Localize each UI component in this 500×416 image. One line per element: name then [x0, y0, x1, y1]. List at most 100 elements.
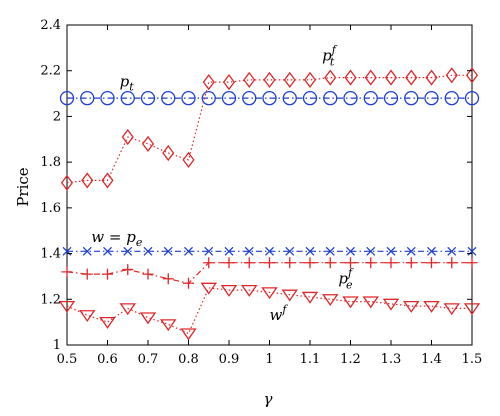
data-point-wf [180, 328, 197, 341]
series-pef [61, 257, 478, 289]
data-point-w_pe [447, 246, 457, 256]
data-point-pef [162, 273, 174, 285]
data-point-pef [81, 268, 93, 280]
data-point-pef [142, 268, 154, 280]
series-layer [58, 67, 481, 341]
data-point-ptf [60, 174, 74, 191]
data-point-w_pe [285, 246, 295, 256]
data-point-w_pe [406, 246, 416, 256]
data-point-pef [466, 257, 478, 269]
data-point-pt [140, 90, 156, 106]
data-point-w_pe [427, 246, 436, 256]
data-point-wf [423, 300, 440, 313]
data-point-pt [464, 90, 480, 106]
data-point-w_pe [204, 246, 214, 256]
data-point-wf [160, 319, 177, 332]
data-point-pt [100, 90, 115, 106]
data-point-pef [264, 257, 275, 269]
x-tick-label: 0.8 [178, 352, 199, 367]
data-point-wf [301, 291, 319, 304]
series-line-pef [66, 262, 472, 284]
data-point-pt [262, 90, 277, 106]
data-point-pt [120, 90, 135, 106]
x-axis-label: γ [264, 390, 273, 408]
y-tick-label: 2.4 [40, 18, 61, 33]
y-tick-label: 1.4 [40, 247, 61, 262]
data-point-pt [323, 90, 338, 106]
x-tick-label: 0.7 [138, 352, 159, 367]
data-point-wf [403, 300, 420, 313]
data-point-pef [183, 277, 194, 289]
x-tick-label: 1.4 [421, 352, 442, 367]
data-point-pt [80, 90, 95, 106]
data-point-pef [102, 268, 113, 280]
data-point-ptf [141, 135, 155, 152]
data-point-pef [122, 264, 134, 276]
series-line-wf [66, 287, 472, 335]
data-point-wf [322, 294, 339, 307]
data-point-pt [282, 90, 297, 106]
data-point-ptf [445, 67, 458, 84]
data-point-pt [302, 90, 318, 106]
annotation-w_pe: w = pe [91, 228, 143, 249]
data-point-ptf [384, 69, 398, 86]
data-point-w_pe [265, 246, 274, 256]
data-point-wf [463, 303, 481, 316]
data-point-pef [426, 257, 437, 269]
series-w_pe [62, 246, 477, 256]
x-tick-label: 1.1 [300, 352, 321, 367]
data-point-w_pe [346, 246, 355, 256]
x-tick-label: 1.5 [462, 352, 483, 367]
data-point-w_pe [244, 246, 254, 256]
annotation-pef: pf e [338, 266, 354, 291]
data-point-wf [200, 282, 217, 295]
data-point-w_pe [224, 246, 234, 256]
y-tick-label: 1.2 [40, 292, 61, 307]
data-point-w_pe [103, 246, 112, 256]
data-point-w_pe [143, 246, 153, 256]
data-point-wf [281, 289, 298, 302]
x-tick-label: 0.5 [57, 352, 78, 367]
data-point-w_pe [305, 246, 315, 256]
data-point-wf [79, 310, 96, 323]
data-point-w_pe [184, 246, 193, 256]
data-point-ptf [121, 128, 134, 146]
data-point-ptf [81, 172, 94, 189]
data-point-pef [223, 257, 235, 269]
data-point-pef [243, 257, 255, 269]
y-axis-label: Price [14, 167, 32, 206]
data-point-wf [99, 316, 116, 329]
data-point-pef [324, 257, 336, 269]
data-point-wf [261, 287, 278, 300]
data-point-ptf [243, 71, 256, 88]
data-point-pef [61, 266, 73, 278]
data-point-wf [382, 298, 400, 311]
data-point-w_pe [325, 246, 335, 256]
annotation-wf: wf [270, 303, 289, 324]
annotation-pt: pt [120, 73, 135, 94]
data-point-pt [59, 90, 75, 106]
annotation-ptf: pf t [322, 43, 338, 68]
data-point-ptf [425, 69, 438, 86]
y-tick-label: 1 [53, 338, 61, 353]
data-point-pef [345, 257, 356, 269]
data-point-wf [220, 284, 238, 297]
data-point-pt [363, 90, 378, 106]
x-tick-label: 1.3 [381, 352, 402, 367]
data-point-pt [343, 90, 358, 106]
data-point-pef [446, 257, 458, 269]
data-point-ptf [303, 71, 317, 88]
data-point-ptf [101, 172, 114, 189]
data-point-pt [181, 90, 196, 106]
data-point-ptf [364, 69, 377, 86]
data-point-ptf [202, 74, 215, 91]
data-point-pt [201, 90, 216, 106]
data-point-pef [203, 257, 215, 269]
data-point-pt [404, 90, 419, 106]
data-point-wf [342, 296, 359, 309]
data-point-w_pe [163, 246, 173, 256]
data-point-pt [444, 90, 459, 106]
data-point-w_pe [123, 246, 133, 256]
y-tick-label: 2.2 [40, 64, 61, 79]
data-point-pt [221, 90, 237, 106]
